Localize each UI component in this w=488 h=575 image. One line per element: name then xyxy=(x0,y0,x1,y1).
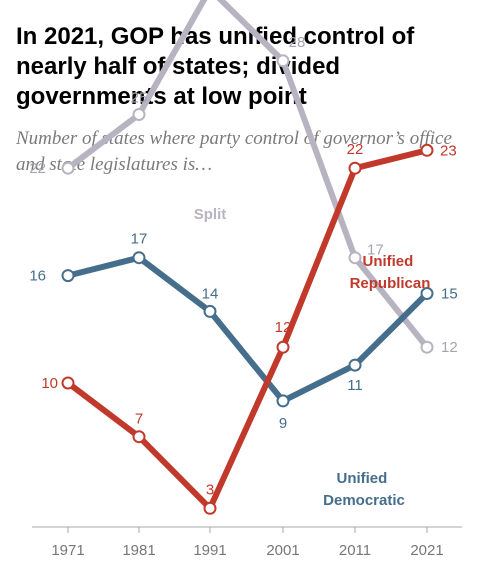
data-label-split-2011: 17 xyxy=(367,242,384,259)
x-tick-label-2021: 2021 xyxy=(410,542,443,559)
point-unified_democratic-2001 xyxy=(276,394,290,408)
x-tick-label-1981: 1981 xyxy=(122,542,155,559)
point-split-2011 xyxy=(348,251,362,265)
series-line-unified_democratic xyxy=(65,254,430,404)
point-unified_republican-2021 xyxy=(420,143,434,157)
data-label-unified_democratic-2001: 9 xyxy=(279,415,287,432)
point-unified_democratic-2021 xyxy=(420,287,434,300)
series-line-unified_republican xyxy=(65,147,430,512)
x-tick-label-2001: 2001 xyxy=(266,542,299,559)
series-label-unified-republican: Unified Republican xyxy=(350,253,431,292)
data-label-split-1971: 22 xyxy=(29,160,46,177)
series-points xyxy=(61,54,434,515)
data-label-unified_republican-2021: 23 xyxy=(440,142,457,159)
point-split-2021 xyxy=(420,340,434,354)
point-split-1971 xyxy=(61,161,75,175)
data-label-split-2001: 28 xyxy=(289,34,306,51)
x-axis-ticks: 1971 1981 1991 2001 2011 2021 xyxy=(51,527,444,559)
point-unified_republican-1971 xyxy=(61,376,75,390)
point-unified_democratic-1971 xyxy=(61,269,75,283)
data-label-unified_democratic-1991: 14 xyxy=(202,285,219,302)
x-tick-label-1971: 1971 xyxy=(51,542,84,559)
series-label-split: Split xyxy=(194,206,227,223)
data-label-unified_democratic-1971: 16 xyxy=(29,268,46,285)
point-unified_democratic-1981 xyxy=(132,251,146,265)
series-line-split xyxy=(65,0,430,351)
data-label-unified_republican-1991: 3 xyxy=(206,481,214,498)
series-label-unified-democratic-line1: Unified xyxy=(336,470,387,487)
point-unified_republican-1981 xyxy=(132,430,146,444)
point-unified_republican-1991 xyxy=(203,501,217,515)
series-label-unified-republican-line2: Republican xyxy=(350,275,431,292)
x-tick-label-1991: 1991 xyxy=(193,542,226,559)
point-unified_republican-2001 xyxy=(276,340,290,354)
x-tick-label-2011: 2011 xyxy=(339,542,371,559)
point-split-1981 xyxy=(132,108,146,121)
data-label-unified_republican-1971: 10 xyxy=(41,375,58,392)
series-label-unified-democratic-line2: Democratic xyxy=(323,492,405,509)
data-label-unified_democratic-1981: 17 xyxy=(131,231,148,248)
data-label-unified_democratic-2021: 15 xyxy=(441,286,458,303)
data-label-unified_democratic-2011: 11 xyxy=(347,377,363,394)
data-label-split-2021: 12 xyxy=(441,339,458,356)
data-label-unified_republican-1981: 7 xyxy=(135,411,143,428)
series-lines xyxy=(65,0,430,512)
data-label-unified_republican-2011: 22 xyxy=(347,141,364,158)
series-label-unified-republican-line1: Unified xyxy=(362,253,413,270)
data-label-unified_republican-2001: 12 xyxy=(275,319,292,336)
point-unified_democratic-1991 xyxy=(203,304,217,318)
point-split-2001 xyxy=(276,54,290,68)
series-label-unified-democratic: Unified Democratic xyxy=(323,470,405,509)
data-label-split-1981: 25 xyxy=(131,90,148,107)
data-labels: 222532281712161714911151073122223 xyxy=(29,34,458,498)
point-unified_republican-2011 xyxy=(348,161,362,175)
point-unified_democratic-2011 xyxy=(348,358,362,372)
